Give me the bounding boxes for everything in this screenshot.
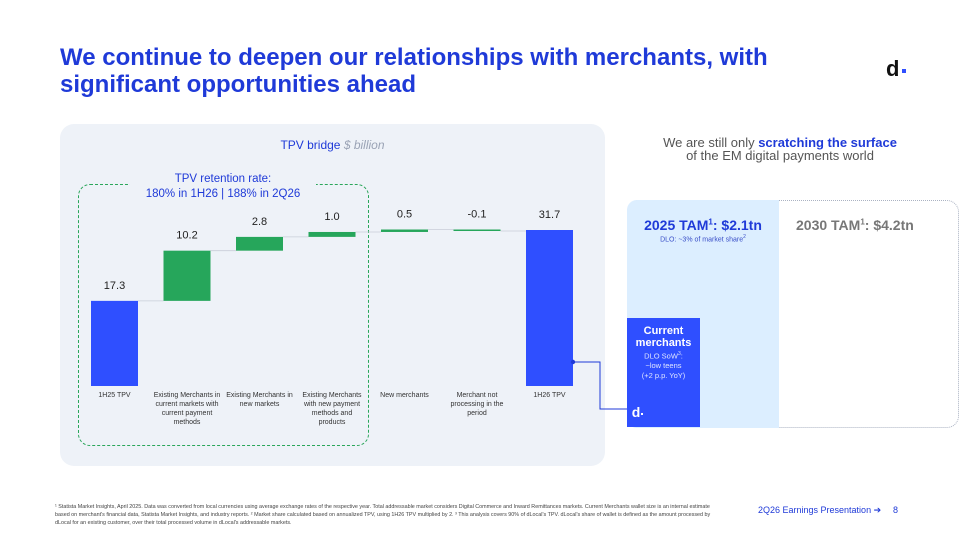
- cm-line1-text: DLO SoW: [644, 351, 678, 361]
- category-label-5-0: Merchant not: [457, 392, 498, 399]
- value-label-4: 0.5: [397, 209, 412, 221]
- dlocal-logo: d: [886, 56, 907, 81]
- bar-4: [381, 229, 428, 232]
- tam-2025-sub-text: DLO: ~3% of market share: [660, 236, 744, 244]
- tam-2025-sub: DLO: ~3% of market share2: [627, 234, 779, 243]
- category-label-0-0: 1H25 TPV: [98, 392, 130, 399]
- cm-line1-sup: 3: [677, 351, 681, 357]
- category-label-3-1: with new payment: [303, 401, 360, 408]
- tam-2030-value: : $4.2tn: [864, 217, 914, 233]
- tam-2030-text: 2030 TAM: [796, 217, 861, 233]
- category-label-6-0: 1H26 TPV: [533, 392, 565, 399]
- cm-line1-end: :: [680, 351, 683, 361]
- footnote: ¹ Statista Market Insights, April 2025. …: [55, 504, 711, 527]
- value-label-2: 2.8: [252, 216, 267, 228]
- tam-2025-value: : $2.1tn: [712, 217, 762, 233]
- tam-2025-sub-sup: 2: [743, 234, 746, 240]
- category-label-1-3: methods: [174, 419, 201, 426]
- logo-letter: d: [886, 56, 900, 81]
- bar-5: [453, 229, 501, 232]
- tam-2025-text: 2025 TAM: [644, 217, 709, 233]
- cm-line2: ~low teens: [645, 361, 682, 370]
- bar-0: [91, 300, 138, 386]
- slide-title: We continue to deepen our relationships …: [60, 44, 768, 98]
- tam-2025-sup: 1: [708, 217, 713, 227]
- category-label-2-1: new markets: [240, 401, 280, 408]
- cm-line3: (+2 p.p. YoY): [641, 370, 686, 380]
- tam-heading-pre: We are still only: [663, 135, 759, 150]
- presentation-link[interactable]: 2Q26 Earnings Presentation ➔: [758, 505, 882, 515]
- current-merchants-sow: DLO SoW3: ~low teens (+2 p.p. YoY): [627, 350, 700, 380]
- category-label-3-2: methods and: [312, 410, 353, 417]
- value-label-6: 31.7: [539, 209, 560, 221]
- retention-label: TPV retention rate: 180% in 1H26 | 188% …: [130, 172, 316, 202]
- bar-6: [526, 230, 573, 386]
- value-label-1: 10.2: [176, 230, 197, 242]
- bar-3: [308, 231, 356, 237]
- category-label-2-0: Existing Merchants in: [226, 392, 293, 399]
- value-label-0: 17.3: [104, 280, 125, 292]
- tam-2025-label: 2025 TAM1: $2.1tn: [627, 217, 779, 233]
- connector-dot-icon: [570, 359, 576, 365]
- retention-label-title: TPV retention rate:: [174, 173, 272, 185]
- tam-2030-sup: 1: [860, 217, 865, 227]
- tam-heading-post: of the EM digital payments world: [686, 148, 874, 163]
- dlocal-badge-icon: d: [627, 400, 648, 425]
- chart-title-text: TPV bridge: [280, 138, 341, 152]
- value-label-3: 1.0: [324, 211, 339, 223]
- page-number: 8: [893, 505, 899, 515]
- category-label-1-2: current payment: [162, 410, 213, 417]
- badge-letter: d: [631, 404, 641, 420]
- bar-2: [236, 236, 283, 251]
- category-label-5-2: period: [467, 410, 487, 417]
- tam-heading-bold: scratching the surface: [758, 135, 897, 150]
- category-label-4-0: New merchants: [380, 392, 429, 399]
- cm-line1: DLO SoW3:: [627, 350, 700, 361]
- category-label-3-3: products: [319, 419, 346, 426]
- current-merchants-title: Current merchants: [635, 325, 692, 349]
- tam-2030-label: 2030 TAM1: $4.2tn: [796, 217, 914, 233]
- tam-heading: We are still only scratching the surface…: [660, 136, 900, 162]
- chart-title: TPV bridge $ billion: [0, 138, 665, 152]
- chart-unit: $ billion: [343, 138, 385, 152]
- logo-dot-icon: [902, 69, 907, 73]
- value-label-5: -0.1: [468, 209, 487, 221]
- badge-dot-icon: [641, 413, 644, 415]
- bar-1: [163, 250, 211, 301]
- category-label-3-0: Existing Merchants: [302, 392, 362, 399]
- retention-label-value: 180% in 1H26 | 188% in 2Q26: [145, 188, 301, 200]
- category-label-1-0: Existing Merchants in: [154, 392, 221, 399]
- category-label-1-1: current markets with: [155, 401, 218, 408]
- category-label-5-1: processing in the: [451, 401, 504, 408]
- tam-connector-line: [573, 361, 627, 410]
